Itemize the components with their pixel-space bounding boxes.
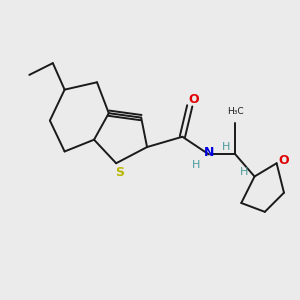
Text: H₃C: H₃C [227,107,244,116]
Text: S: S [115,166,124,178]
Text: H: H [222,142,231,152]
Text: O: O [279,154,289,167]
Text: H: H [240,167,248,177]
Text: O: O [189,93,200,106]
Text: H: H [191,160,200,170]
Text: N: N [204,146,214,159]
